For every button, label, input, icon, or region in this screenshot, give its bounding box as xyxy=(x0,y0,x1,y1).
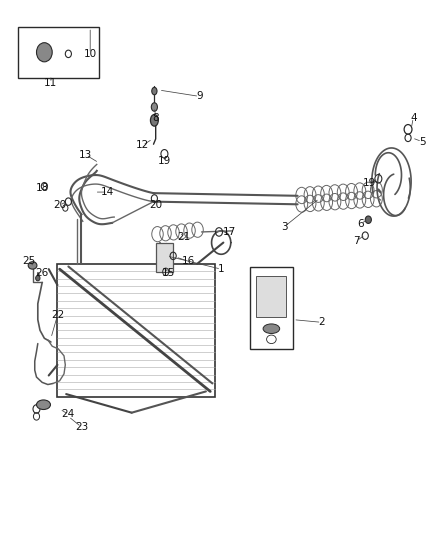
Bar xyxy=(256,276,286,317)
Text: 18: 18 xyxy=(35,183,49,193)
Text: 23: 23 xyxy=(75,422,88,432)
Ellipse shape xyxy=(151,103,157,111)
Ellipse shape xyxy=(263,324,280,334)
Text: 19: 19 xyxy=(363,177,376,188)
Bar xyxy=(57,264,215,397)
Text: 8: 8 xyxy=(152,112,159,123)
Bar xyxy=(250,266,293,349)
Text: 10: 10 xyxy=(84,49,97,59)
Text: 20: 20 xyxy=(53,200,66,211)
Ellipse shape xyxy=(28,262,37,269)
Ellipse shape xyxy=(36,400,50,409)
Text: 20: 20 xyxy=(149,200,162,211)
Text: 21: 21 xyxy=(177,232,191,243)
Text: 11: 11 xyxy=(44,78,57,88)
Ellipse shape xyxy=(150,115,158,126)
Text: 1: 1 xyxy=(218,264,225,274)
Bar xyxy=(155,243,173,272)
Text: 15: 15 xyxy=(162,268,175,278)
Ellipse shape xyxy=(152,87,157,95)
Text: 2: 2 xyxy=(318,317,325,327)
Text: 13: 13 xyxy=(79,150,92,160)
Text: 22: 22 xyxy=(51,310,64,320)
Text: 6: 6 xyxy=(357,219,364,229)
Text: 12: 12 xyxy=(136,140,149,150)
Text: 25: 25 xyxy=(22,256,36,266)
Text: 16: 16 xyxy=(182,256,195,266)
Circle shape xyxy=(365,216,371,223)
Circle shape xyxy=(36,43,52,62)
Text: 26: 26 xyxy=(35,269,49,278)
Circle shape xyxy=(35,276,40,281)
Text: 3: 3 xyxy=(281,222,288,232)
Text: 24: 24 xyxy=(62,409,75,419)
Text: 17: 17 xyxy=(223,227,237,237)
Text: 4: 4 xyxy=(410,112,417,123)
Text: 14: 14 xyxy=(101,187,114,197)
Text: 7: 7 xyxy=(353,236,360,246)
Bar xyxy=(18,27,99,78)
Text: 19: 19 xyxy=(158,156,171,166)
Text: 9: 9 xyxy=(196,91,203,101)
Text: 5: 5 xyxy=(419,136,425,147)
